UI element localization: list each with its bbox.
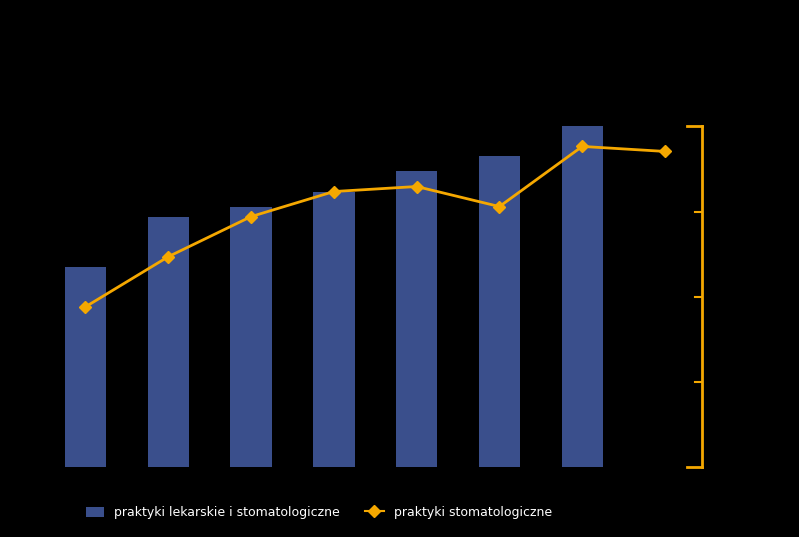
Bar <box>148 216 189 467</box>
Bar <box>313 192 355 467</box>
Bar <box>479 156 520 467</box>
Bar <box>396 171 437 467</box>
Bar <box>230 207 272 467</box>
Bar <box>65 267 106 467</box>
Legend: praktyki lekarskie i stomatologiczne, praktyki stomatologiczne: praktyki lekarskie i stomatologiczne, pr… <box>81 501 557 524</box>
Bar <box>562 126 603 467</box>
